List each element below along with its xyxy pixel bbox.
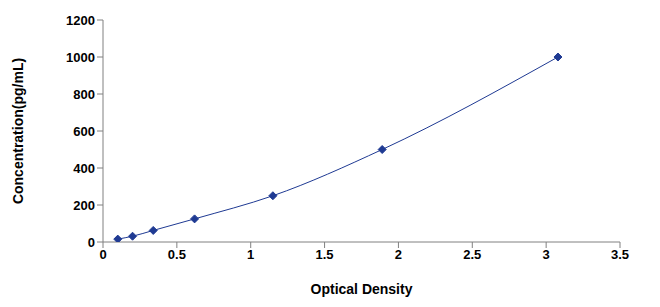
svg-text:3: 3 [543,247,550,262]
svg-text:800: 800 [73,87,95,102]
svg-text:400: 400 [73,161,95,176]
svg-text:0: 0 [99,247,106,262]
svg-text:1000: 1000 [66,50,95,65]
svg-text:2.5: 2.5 [463,247,481,262]
svg-text:1200: 1200 [66,13,95,28]
svg-text:0: 0 [88,235,95,250]
svg-text:3.5: 3.5 [611,247,629,262]
svg-text:1.5: 1.5 [316,247,334,262]
svg-text:1: 1 [247,247,254,262]
svg-text:600: 600 [73,124,95,139]
svg-text:200: 200 [73,198,95,213]
svg-text:Concentration(pg/mL): Concentration(pg/mL) [10,58,26,204]
svg-text:0.5: 0.5 [168,247,186,262]
svg-text:Optical Density: Optical Density [311,281,413,297]
svg-text:2: 2 [395,247,402,262]
